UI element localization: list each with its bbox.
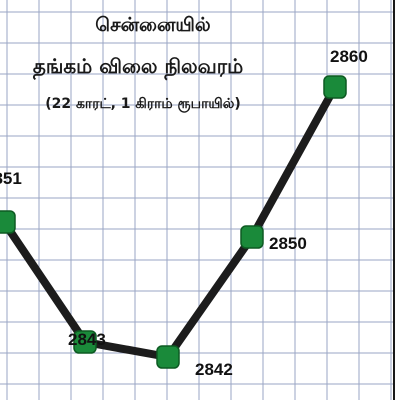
data-point-marker	[156, 345, 180, 369]
data-point-marker	[0, 210, 16, 234]
data-value-label: 2860	[330, 47, 368, 66]
data-value-label: 2851	[0, 169, 22, 188]
data-value-label: 2842	[195, 360, 233, 379]
chart-title-line-2: தங்கம் விலை நிலவரம்	[33, 54, 243, 81]
data-value-label: 2843	[68, 330, 106, 349]
chart-title-line-1: சென்னையில்	[95, 14, 211, 36]
data-point-marker	[73, 330, 97, 354]
chart-subtitle: (22 காரட், 1 கிராம் ரூபாயில்)	[45, 96, 241, 112]
price-series: 2851 2843 2842 2850 2860	[0, 47, 368, 379]
data-value-label: 2850	[269, 234, 307, 253]
data-point-marker	[323, 75, 347, 99]
series-line	[0, 83, 339, 361]
data-point-marker	[240, 225, 264, 249]
